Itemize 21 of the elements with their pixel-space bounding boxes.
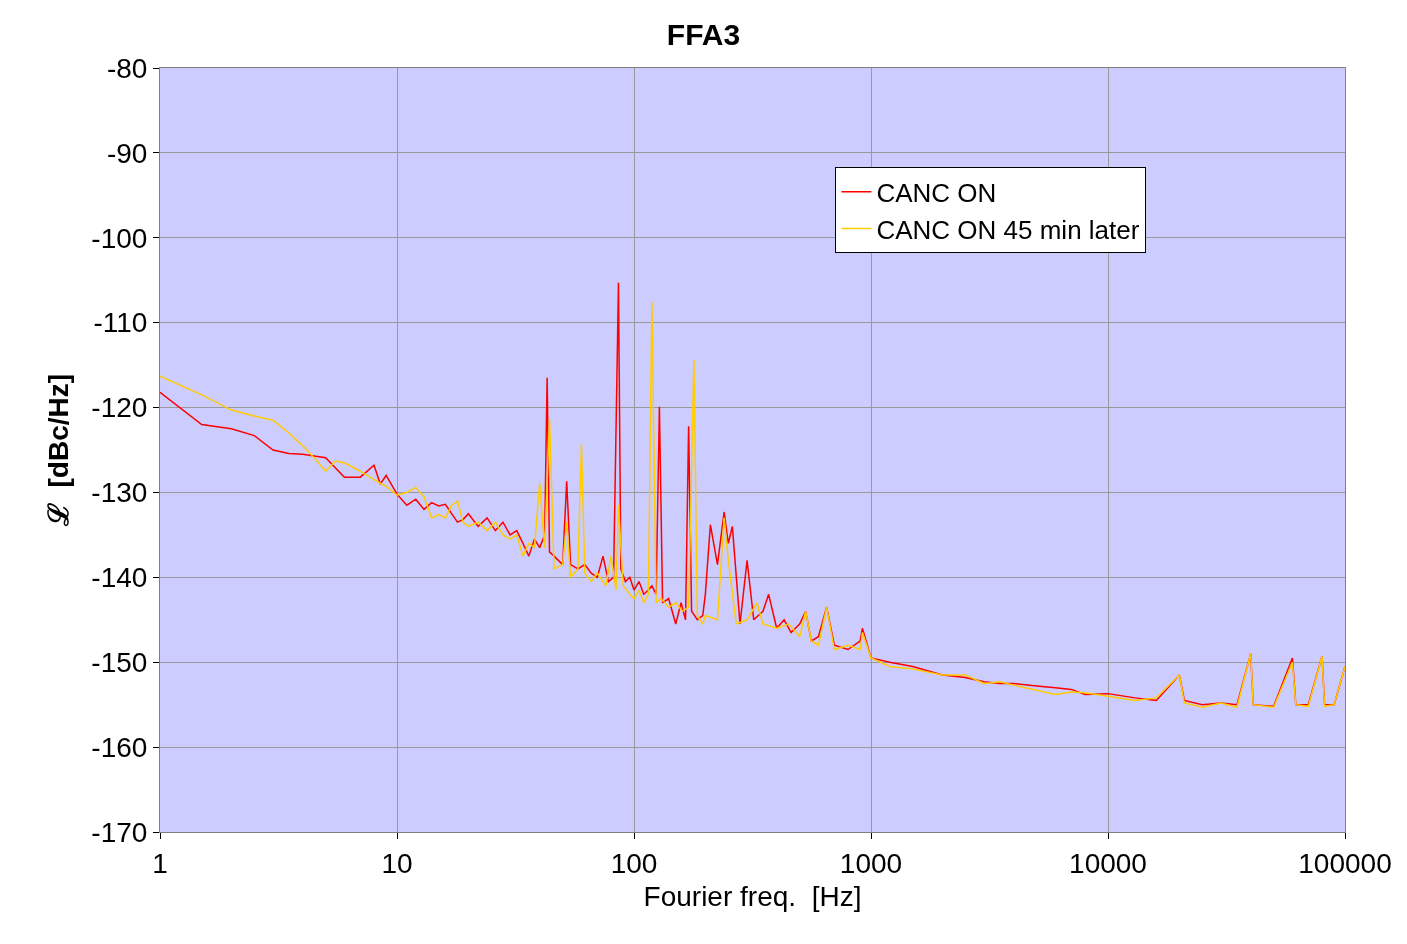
y-tick-label: -130: [91, 477, 148, 509]
x-tick-label: 100: [610, 847, 658, 879]
x-tick-label: 100000: [1298, 847, 1392, 879]
chart-title: FFA3: [666, 17, 741, 51]
x-tick-label: 1: [152, 847, 168, 879]
y-tick-label: -150: [91, 647, 148, 679]
y-tick-label: -120: [91, 392, 148, 424]
y-tick-label: -80: [106, 52, 148, 84]
legend-label: CANC ON: [876, 177, 997, 208]
y-tick-label: -90: [106, 137, 148, 169]
y-tick-label: -100: [91, 222, 148, 254]
y-tick-label: -160: [91, 731, 148, 763]
y-axis-title: ℒ [dBc/Hz]: [43, 373, 75, 528]
y-tick-label: -140: [91, 562, 148, 594]
y-tick-label: -110: [93, 307, 148, 339]
y-tick-label: -170: [91, 816, 148, 848]
x-tick-label: 1000: [839, 847, 903, 879]
x-tick-label: 10000: [1069, 847, 1147, 879]
x-axis-title: Fourier freq. [Hz]: [643, 880, 862, 912]
x-tick-label: 10: [381, 847, 413, 879]
legend-label: CANC ON 45 min later: [876, 214, 1140, 245]
